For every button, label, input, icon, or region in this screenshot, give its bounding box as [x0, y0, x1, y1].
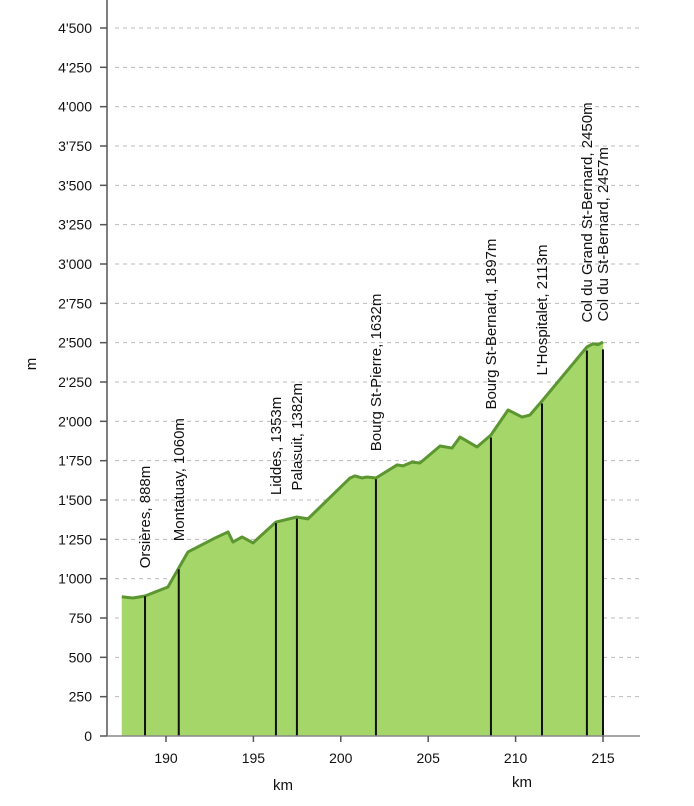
x-tick-label: 210: [504, 750, 528, 766]
y-tick-label: 2'750: [58, 295, 92, 311]
y-tick-label: 4'250: [58, 59, 92, 75]
waypoint-label: Palasuit, 1382m: [289, 383, 306, 491]
y-tick-label: 2'000: [58, 413, 92, 429]
elevation-line: [121, 340, 604, 600]
waypoint-markers: Orsières, 888m Montatuay, 1060m Liddes, 13…: [137, 102, 612, 736]
y-tick-label: 4'000: [58, 99, 92, 115]
y-tick-label: 3'500: [58, 177, 92, 193]
x-tick-label: 200: [329, 750, 353, 766]
axes: 0 250 500 750 1'000 1'250 1'500 1'750 2'000 2'250…: [58, 0, 640, 766]
waypoint-label: L'Hospitalet, 2113m: [534, 245, 551, 376]
y-tick-label: 2'500: [58, 335, 92, 351]
x-axis-label: km: [273, 777, 293, 794]
y-tick-label: 1'000: [58, 571, 92, 587]
y-tick-label: 0: [84, 728, 92, 744]
elevation-area: [121, 342, 603, 736]
y-axis-label: m: [23, 358, 40, 371]
x-tick-label: 205: [417, 750, 441, 766]
waypoint-label: Col du Grand St-Bernard, 2450m: [579, 102, 596, 322]
waypoint-label: Bourg St-Bernard, 1897m: [483, 239, 500, 410]
waypoint-label: Bourg St-Pierre, 1632m: [368, 294, 385, 452]
y-tick-label: 3'750: [58, 138, 92, 154]
waypoint-label: Liddes, 1353m: [268, 397, 285, 495]
y-tick-label: 4'500: [58, 20, 92, 36]
y-tick-label: 250: [69, 689, 93, 705]
y-tick-label: 1'250: [58, 531, 92, 547]
x-tick-label: 190: [154, 750, 178, 766]
y-tick-label: 2'250: [58, 374, 92, 390]
y-tick-label: 3'000: [58, 256, 92, 272]
y-tick-label: 3'250: [58, 217, 92, 233]
y-tick-label: 1'500: [58, 492, 92, 508]
waypoint-label: Orsières, 888m: [137, 466, 154, 569]
x-axis-label-repeat: km: [512, 774, 532, 791]
x-tick-label: 195: [242, 750, 266, 766]
x-tick-label: 215: [591, 750, 615, 766]
waypoint-label: Col du St-Bernard, 2457m: [595, 147, 612, 321]
y-tick-label: 1'750: [58, 453, 92, 469]
waypoint-label: Montatuay, 1060m: [171, 418, 188, 541]
y-tick-label: 750: [69, 610, 93, 626]
y-tick-label: 500: [69, 649, 93, 665]
